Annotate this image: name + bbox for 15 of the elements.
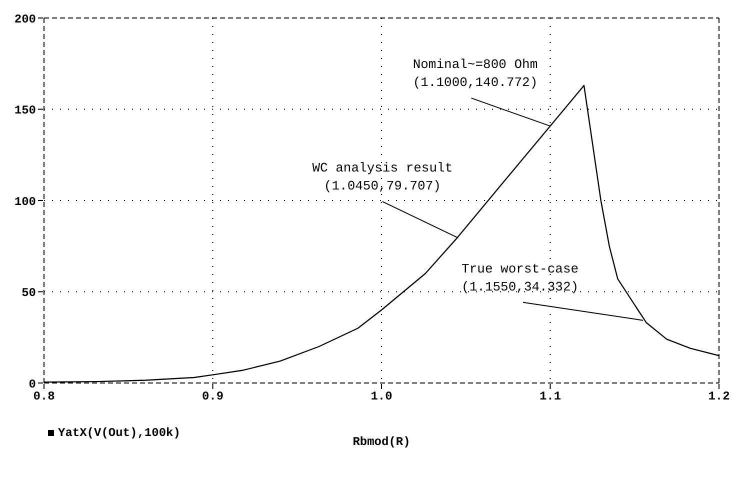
legend-label: YatX(V(Out),100k): [58, 426, 180, 440]
y-tick-label: 200: [14, 12, 36, 26]
annotation: Nominal~=800 Ohm (1.1000,140.772): [412, 57, 538, 90]
x-tick-label: 1.1: [539, 390, 562, 404]
annotation: WC analysis result (1.0450,79.707): [312, 160, 453, 194]
y-tick-label: 50: [22, 286, 36, 300]
x-tick-label: 1.0: [370, 390, 392, 404]
y-tick-label: 150: [14, 104, 36, 118]
y-tick-label: 100: [14, 194, 36, 209]
annotation: True worst-case (1.1550,34.332): [462, 261, 579, 294]
x-tick-label: 0.9: [202, 390, 224, 404]
x-tick-label: 0.8: [33, 390, 55, 404]
y-tick-label: 0: [28, 377, 36, 392]
x-axis-title: Rbmod(R): [352, 435, 410, 449]
x-tick-label: 1.2: [708, 390, 730, 404]
